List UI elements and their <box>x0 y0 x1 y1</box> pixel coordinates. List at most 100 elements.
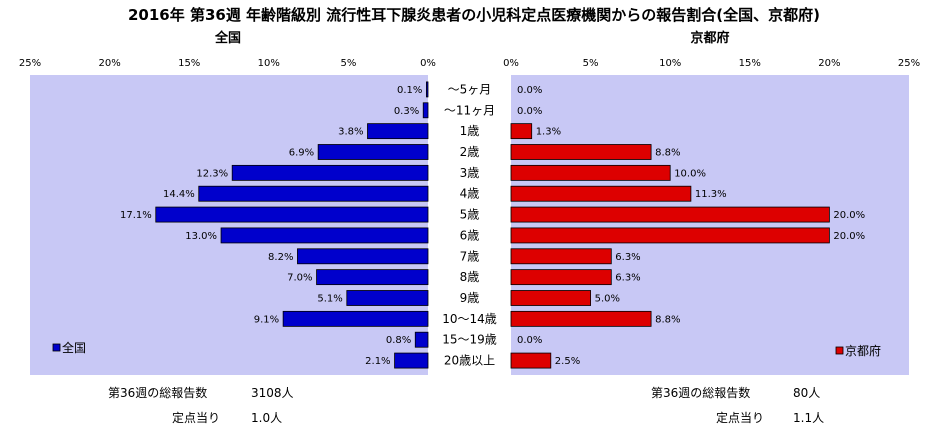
category-labels: ～5ヶ月 ～11ヶ月 1歳 2歳 3歳 4歳 5歳 6歳 7歳 8歳 9歳 10～14歳 15～19歳 2… <box>442 82 497 367</box>
left-tick-label: 15% <box>178 58 200 69</box>
right-total-value: 80人 <box>793 386 820 400</box>
left-bar <box>367 123 429 140</box>
left-axis-ticks: 25% 20% 15% 10% 5% 0% <box>19 58 436 69</box>
left-bar <box>282 310 429 327</box>
left-data-label: 0.8% <box>386 335 411 346</box>
right-bar <box>510 227 830 244</box>
right-bar <box>510 185 692 202</box>
left-bar <box>316 269 429 286</box>
left-bar <box>346 290 429 306</box>
category-label: 20歳以上 <box>444 354 495 368</box>
right-legend-label: 京都府 <box>845 343 881 358</box>
left-bar <box>317 144 429 160</box>
left-data-label: 2.1% <box>365 356 390 367</box>
category-label: 1歳 <box>460 124 480 138</box>
left-tick-label: 10% <box>258 58 280 69</box>
right-bar <box>510 144 652 160</box>
right-plot-area <box>511 75 909 375</box>
right-bar <box>510 352 552 369</box>
category-label: 15～19歳 <box>442 333 497 347</box>
category-label: 4歳 <box>460 187 480 201</box>
left-bar <box>426 81 429 98</box>
left-bar <box>414 331 429 348</box>
category-label: 7歳 <box>460 249 480 263</box>
right-bar <box>510 164 671 181</box>
left-legend-label: 全国 <box>62 340 86 355</box>
right-tick-label: 0% <box>503 58 519 69</box>
left-data-label: 5.1% <box>317 294 342 305</box>
category-label: 3歳 <box>460 166 480 180</box>
right-bar <box>510 206 830 223</box>
left-data-label: 0.3% <box>394 106 419 117</box>
right-bar <box>510 248 612 265</box>
left-plot-area <box>30 75 428 375</box>
category-label: 8歳 <box>460 270 480 284</box>
left-data-label: 17.1% <box>120 210 152 221</box>
right-data-label: 20.0% <box>833 210 865 221</box>
left-data-label: 14.4% <box>163 189 195 200</box>
left-bar <box>297 248 429 265</box>
right-bar <box>510 310 652 327</box>
right-tick-label: 10% <box>659 58 681 69</box>
left-legend-swatch <box>52 343 61 352</box>
right-bar <box>510 123 533 140</box>
right-data-label: 6.3% <box>615 252 640 263</box>
left-bar <box>422 102 429 119</box>
category-label: 5歳 <box>460 208 480 222</box>
left-data-label: 13.0% <box>185 231 217 242</box>
left-per-value: 1.0人 <box>251 411 282 425</box>
left-bar <box>231 164 429 181</box>
left-series-bars: 0.1% 0.3% 3.8% 6.9% 12.3%14.4% 17.1% 13.0% 8.2%… <box>120 81 429 369</box>
left-legend: 全国 <box>52 340 86 355</box>
right-data-label: 2.5% <box>555 356 580 367</box>
right-data-label: 20.0% <box>833 231 865 242</box>
left-data-label: 6.9% <box>289 148 314 159</box>
category-label: 9歳 <box>460 291 480 305</box>
left-data-label: 3.8% <box>338 127 363 138</box>
left-data-label: 7.0% <box>287 273 312 284</box>
right-legend-swatch <box>835 346 844 355</box>
left-data-label: 9.1% <box>254 314 279 325</box>
right-tick-label: 15% <box>739 58 761 69</box>
left-bar <box>220 227 429 244</box>
category-label: ～11ヶ月 <box>444 103 495 117</box>
right-panel-title: 京都府 <box>690 30 729 46</box>
right-axis-ticks: 0% 5% 10% 15% 20% 25% <box>503 58 920 69</box>
right-data-label: 8.8% <box>655 314 680 325</box>
left-data-label: 12.3% <box>196 168 228 179</box>
left-per-label: 定点当り <box>172 410 220 425</box>
right-data-label: 8.8% <box>655 148 680 159</box>
right-data-label: 5.0% <box>595 294 620 305</box>
right-data-label: 10.0% <box>674 168 706 179</box>
left-bar <box>155 206 429 223</box>
right-tick-label: 20% <box>818 58 840 69</box>
left-data-label: 8.2% <box>268 252 293 263</box>
right-bar <box>510 290 591 306</box>
left-data-label: 0.1% <box>397 85 422 96</box>
right-data-label: 0.0% <box>517 106 542 117</box>
right-legend: 京都府 <box>835 343 881 358</box>
right-per-value: 1.1人 <box>793 411 824 425</box>
left-tick-label: 25% <box>19 58 41 69</box>
right-tick-label: 25% <box>898 58 920 69</box>
left-bar <box>394 352 429 369</box>
left-tick-label: 0% <box>420 58 436 69</box>
left-tick-label: 5% <box>340 58 356 69</box>
right-series-bars: 0.0% 0.0% 1.3% 8.8% 10.0% 11.3% 20.0% 20.0% 6.3%… <box>510 85 865 369</box>
category-label: 6歳 <box>460 228 480 242</box>
right-tick-label: 5% <box>583 58 599 69</box>
right-data-label: 1.3% <box>536 127 561 138</box>
right-per-label: 定点当り <box>716 410 764 425</box>
category-label: ～5ヶ月 <box>448 82 492 96</box>
category-label: 10～14歳 <box>442 312 497 326</box>
right-data-label: 11.3% <box>695 189 727 200</box>
left-tick-label: 20% <box>98 58 120 69</box>
left-total-value: 3108人 <box>251 386 294 400</box>
right-data-label: 6.3% <box>615 273 640 284</box>
right-total-label: 第36週の総報告数 <box>651 385 750 400</box>
left-panel-title: 全国 <box>214 30 241 46</box>
chart-title: 2016年 第36週 年齢階級別 流行性耳下腺炎患者の小児科定点医療機関からの報… <box>128 6 820 24</box>
right-data-label: 0.0% <box>517 85 542 96</box>
right-bar <box>510 269 612 286</box>
